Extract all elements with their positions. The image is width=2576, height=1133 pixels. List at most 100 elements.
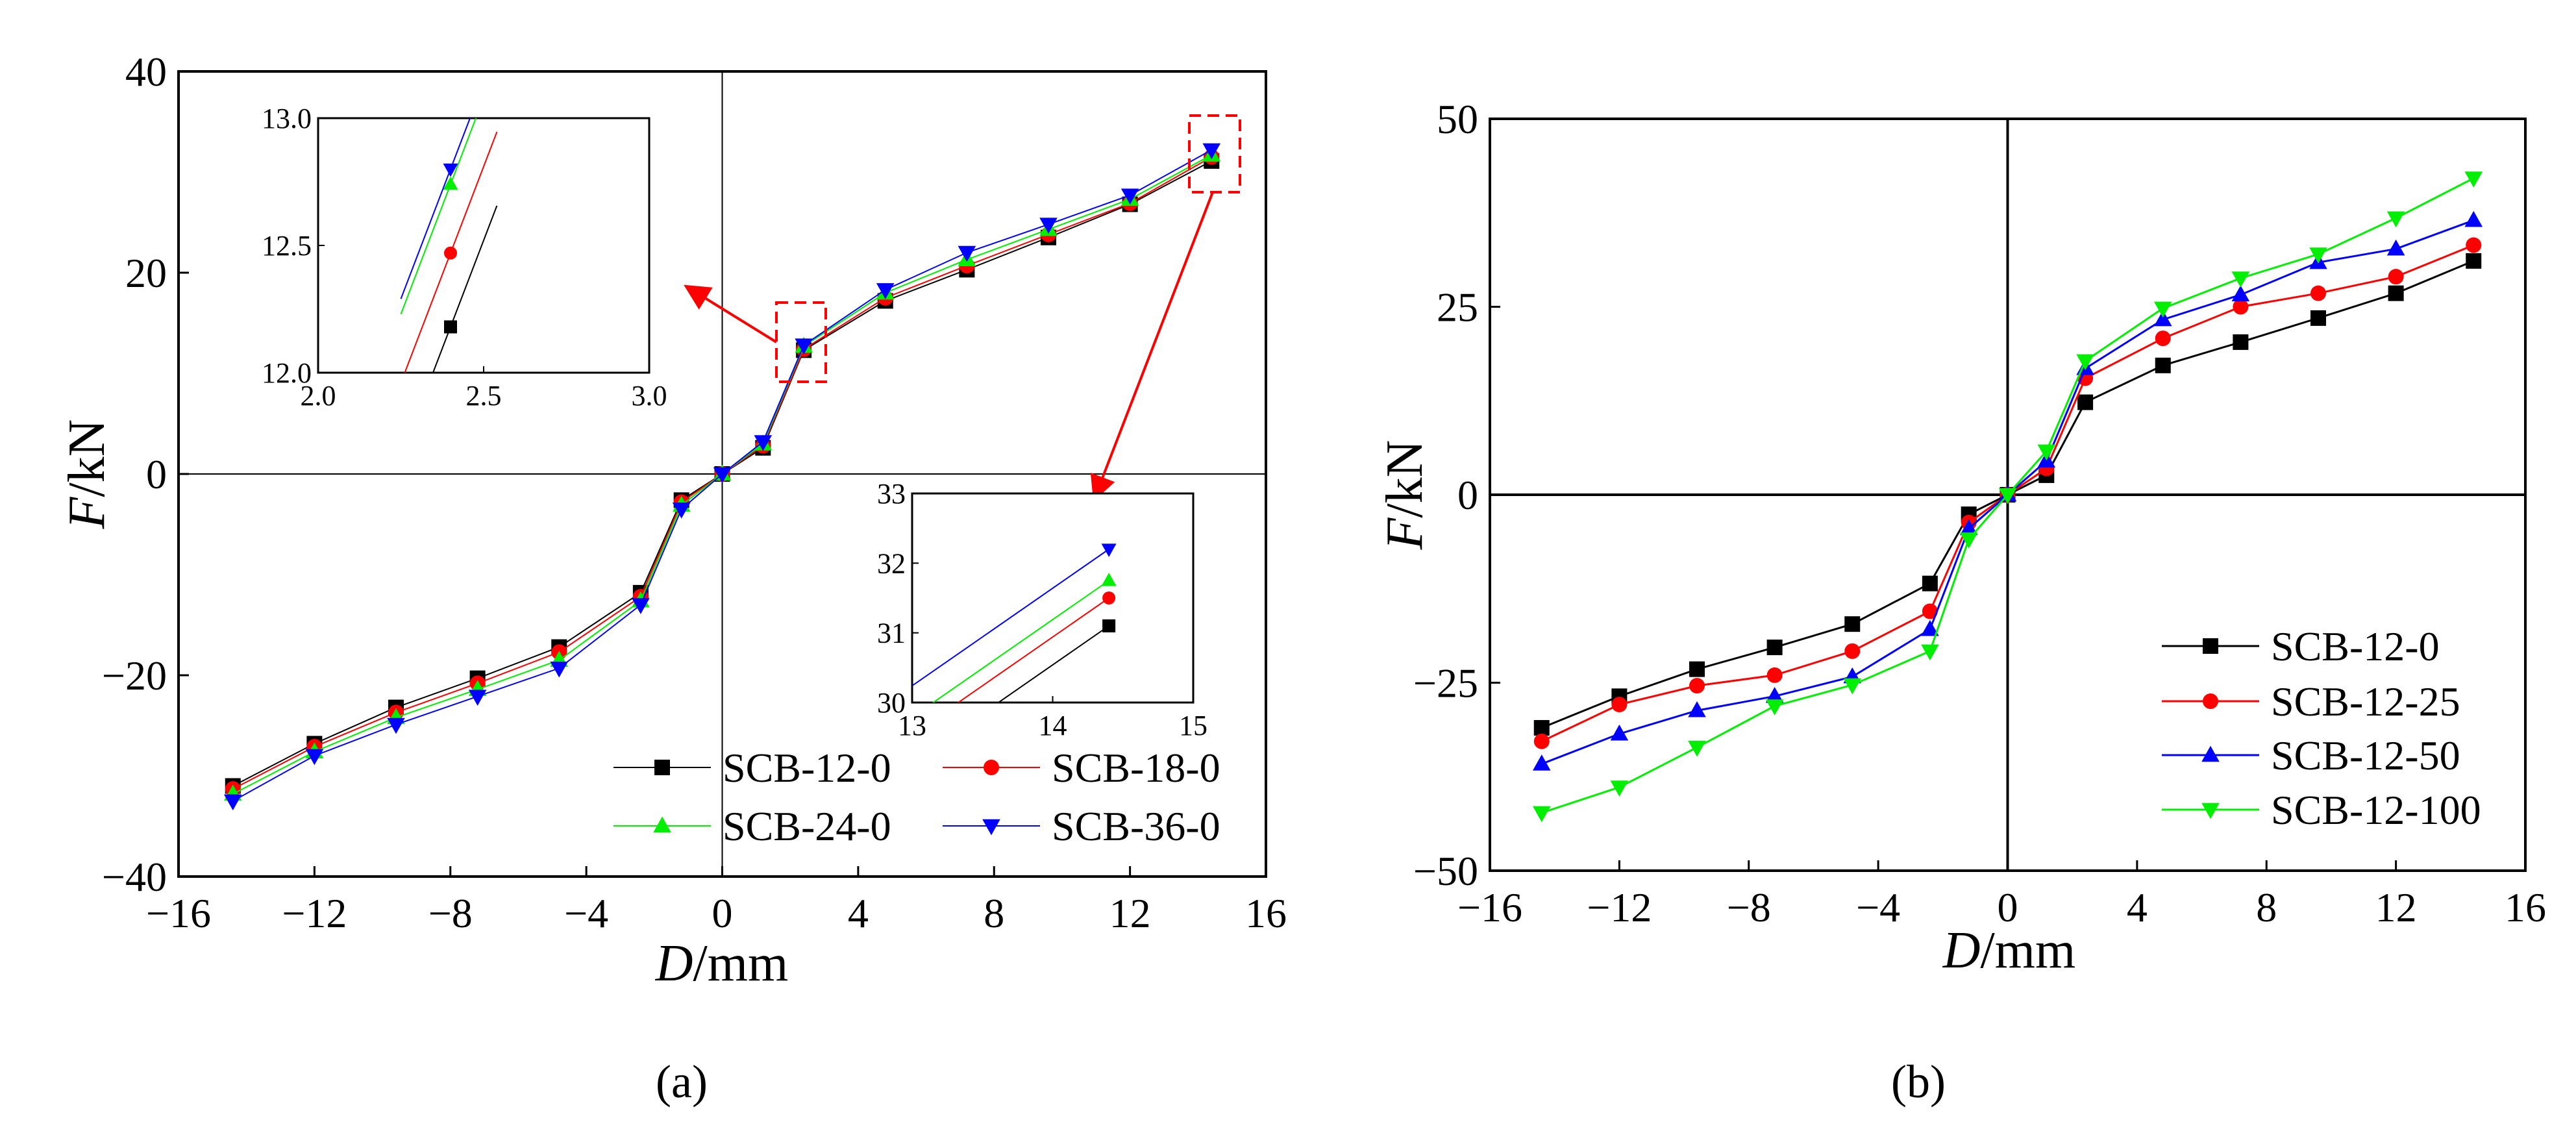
data-point (387, 717, 405, 734)
inset-series-line (932, 580, 1109, 703)
data-point (1532, 806, 1551, 823)
data-point (1202, 143, 1221, 160)
inset-x-tick-label: 2.0 (301, 380, 336, 412)
inset-data-point (443, 163, 458, 177)
data-point (1959, 519, 1978, 536)
series-SCB-36-0 (223, 143, 1221, 811)
inset-y-tick-label: 12.0 (262, 357, 312, 389)
y-tick-label: 40 (125, 49, 167, 95)
chart-a-x-ticks: −16 −12 −8 −4 0 4 8 12 16 (146, 866, 1287, 936)
inset-y-tick-label: 12.5 (262, 230, 312, 262)
zoom-arrow-1 (684, 284, 778, 343)
legend-label: SCB-12-100 (2271, 787, 2481, 833)
y-tick-label: −20 (102, 653, 167, 699)
data-point (2386, 239, 2405, 256)
data-point (2037, 444, 2056, 461)
chart-b-x-ticks: −16 −12 −8 −4 0 4 8 12 16 (1457, 860, 2546, 930)
inset-x-tick-label: 13 (898, 710, 926, 741)
data-point (1998, 488, 2017, 504)
x-tick-label: −4 (1856, 884, 1900, 930)
x-tick-label: 8 (2256, 884, 2277, 930)
legend-label: SCB-12-50 (2271, 732, 2460, 778)
data-point (2466, 237, 2482, 253)
x-tick-label: −12 (1587, 884, 1652, 930)
y-tick-label: −25 (1413, 660, 1478, 706)
data-point (1689, 661, 1705, 677)
y-tick-label: 25 (1437, 284, 1478, 330)
inset-data-point (1101, 543, 1117, 557)
legend-marker (2203, 638, 2218, 654)
legend-marker (653, 816, 671, 833)
data-point (2464, 210, 2483, 227)
legend-marker (982, 819, 1000, 836)
data-point (713, 467, 732, 484)
chart-a-x-axis-title: D/mm (655, 935, 788, 992)
inset-data-point (1101, 573, 1117, 586)
x-tick-label: −4 (564, 890, 608, 936)
data-point (632, 598, 650, 614)
chart-a-y-axis-title: F/kN (58, 419, 116, 530)
chart-b-x-axis-title: D/mm (1942, 922, 2075, 979)
data-point (2464, 171, 2483, 188)
legend-marker (2201, 803, 2220, 819)
inset-y-tick-label: 31 (877, 617, 906, 649)
chart-b-y-axis-title: F/kN (1376, 440, 1433, 551)
data-point (550, 661, 569, 678)
data-point (1610, 724, 1629, 741)
zoom-box-2 (1188, 114, 1241, 193)
data-point (2310, 310, 2326, 326)
data-point (2233, 299, 2249, 315)
inset-1-frame (317, 117, 650, 374)
data-point (2231, 271, 2250, 288)
inset-data-point (444, 246, 457, 260)
data-point (468, 690, 487, 706)
data-point (2076, 354, 2094, 371)
data-point (2155, 357, 2171, 373)
data-point (1921, 644, 1939, 661)
chart-b-series (1532, 171, 2483, 823)
x-tick-label: −16 (146, 890, 211, 936)
data-point (1844, 616, 1861, 632)
inset-chart-1: 2.0 2.5 3.0 12.0 12.5 13.0 (262, 103, 667, 412)
series-SCB-12-100 (1532, 171, 2483, 823)
data-point (2388, 269, 2404, 285)
x-tick-label: −8 (428, 890, 473, 936)
data-point (1959, 532, 1978, 549)
chart-b-y-ticks: −50 −25 0 25 50 (1413, 96, 1500, 894)
data-point (1765, 699, 1784, 716)
legend-label: SCB-18-0 (1052, 745, 1220, 791)
data-point (2466, 253, 2482, 269)
data-point (795, 338, 813, 355)
data-point (305, 749, 324, 766)
legend-label: SCB-12-25 (2271, 679, 2460, 725)
inset-x-tick-label: 14 (1039, 710, 1067, 741)
x-tick-label: 8 (984, 890, 1004, 936)
x-tick-label: 16 (1245, 890, 1287, 936)
inset-y-tick-label: 33 (877, 478, 906, 510)
data-point (1611, 697, 1628, 713)
x-tick-label: 12 (2375, 884, 2417, 930)
data-point (1533, 733, 1550, 749)
y-tick-label: 20 (125, 250, 167, 296)
legend-label: SCB-12-0 (2271, 623, 2440, 669)
legend-label: SCB-12-0 (723, 745, 891, 791)
data-point (2153, 301, 2172, 318)
data-point (2231, 285, 2250, 302)
data-point (1532, 754, 1551, 771)
inset-series-line (912, 549, 1109, 687)
x-tick-label: −8 (1727, 884, 1771, 930)
inset-y-tick-label: 30 (877, 687, 906, 719)
legend-marker (984, 760, 999, 775)
inset-data-point (1102, 591, 1116, 604)
legend-marker (654, 760, 670, 775)
data-point (1533, 719, 1550, 736)
inset-data-point (444, 320, 457, 334)
chart-a-series (223, 143, 1221, 811)
inset-data-point (443, 176, 458, 190)
inset-y-tick-label: 32 (877, 547, 906, 579)
chart-b-caption: (b) (1891, 1056, 1946, 1108)
inset-x-tick-label: 2.5 (466, 380, 502, 412)
data-point (1843, 678, 1862, 695)
